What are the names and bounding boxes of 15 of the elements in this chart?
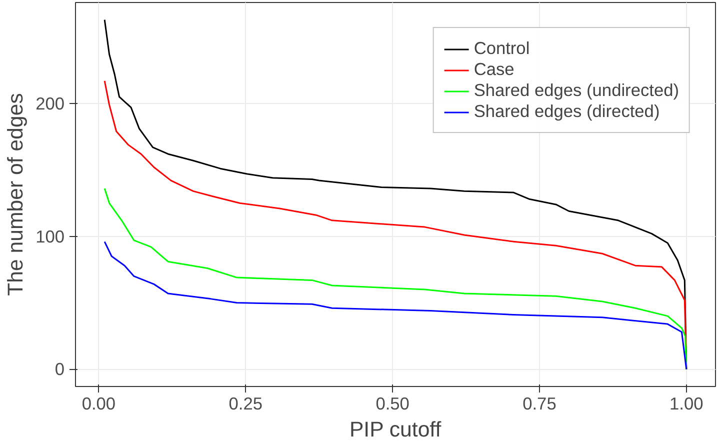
legend-label: Shared edges (directed)	[474, 101, 660, 122]
legend-label: Shared edges (undirected)	[474, 80, 679, 101]
legend-label: Control	[474, 38, 530, 59]
x-axis-title: PIP cutoff	[349, 418, 442, 442]
x-tick-label: 1.00	[670, 394, 704, 414]
x-tick-label: 0.50	[376, 394, 410, 414]
y-axis-title: The number of edges	[4, 93, 28, 296]
x-tick-label: 0.75	[522, 394, 556, 414]
y-tick-label: 200	[36, 93, 65, 114]
x-tick-label: 0.00	[82, 394, 116, 414]
y-tick-label: 100	[36, 226, 65, 246]
x-tick-label: 0.25	[228, 394, 263, 414]
line-series	[104, 240, 688, 370]
y-tick-label: 0	[54, 359, 65, 380]
legend-label: Case	[474, 59, 514, 80]
